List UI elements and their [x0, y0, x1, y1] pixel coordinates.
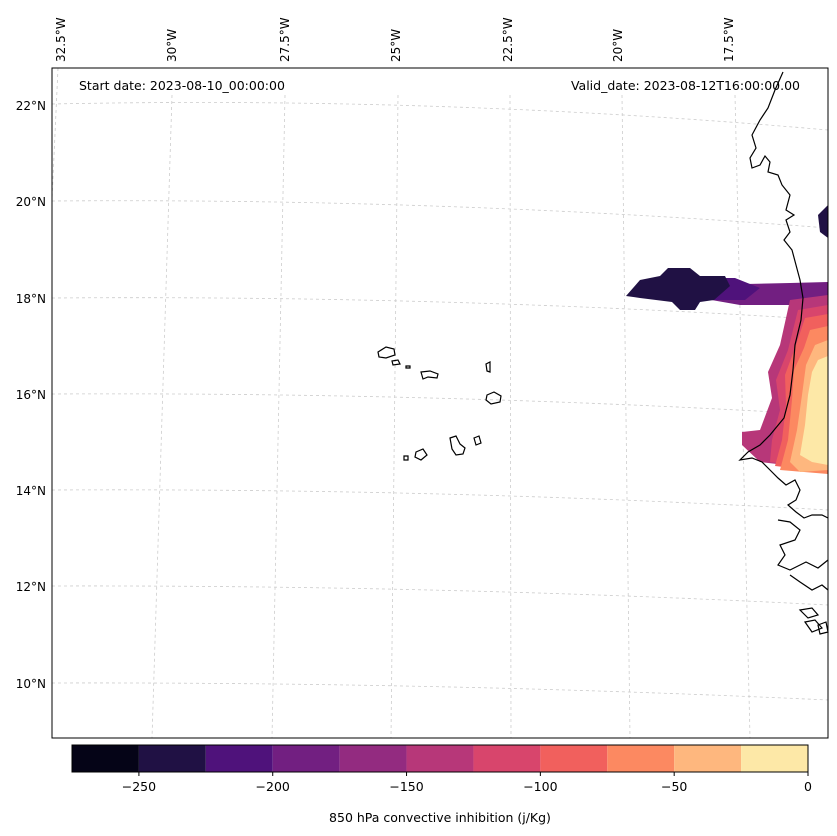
cin-filled-contours [626, 205, 828, 474]
longitude-labels: 32.5°W 30°W 27.5°W 25°W 22.5°W 20°W 17.5… [54, 17, 736, 62]
colorbar-tick-label: −100 [523, 779, 557, 794]
lat-label: 10°N [16, 677, 46, 691]
colorbar-swatch [741, 745, 808, 772]
parallel-12n [51, 585, 829, 606]
meridian-17.5w [734, 94, 751, 739]
island-santiago [449, 435, 466, 456]
contour-band-minus-250-north [818, 205, 828, 238]
lon-label: 30°W [165, 29, 179, 62]
start-date-label: Start date: 2023-08-10_00:00:00 [79, 78, 285, 93]
island-sal [485, 361, 491, 373]
graticule [51, 67, 829, 739]
meridian-25w [390, 94, 399, 739]
lat-label: 18°N [16, 292, 46, 306]
lon-label: 22.5°W [501, 17, 515, 62]
valid-date-label: Valid_date: 2023-08-12T16:00:00.00 [571, 78, 800, 93]
colorbar-tick-label: −50 [661, 779, 687, 794]
colorbar-swatch [205, 745, 273, 772]
colorbar-swatch [272, 745, 340, 772]
parallel-14n [51, 489, 829, 511]
coastlines [377, 71, 829, 635]
meridian-27.5w [271, 94, 286, 739]
colorbar-swatches [72, 745, 808, 772]
lon-label: 20°W [611, 29, 625, 62]
gambia-outline [777, 519, 829, 571]
lat-label: 16°N [16, 388, 46, 402]
parallel-10n [51, 682, 829, 701]
colorbar-label: 850 hPa convective inhibition (j/Kg) [329, 810, 551, 825]
map-area [52, 68, 828, 738]
colorbar-ticks: −250 −200 −150 −100 −50 0 [122, 772, 812, 794]
lon-label: 17.5°W [722, 17, 736, 62]
lon-label: 25°W [389, 29, 403, 62]
colorbar: −250 −200 −150 −100 −50 0 850 hPa convective … [71, 744, 812, 825]
meridian-30w [151, 94, 173, 739]
colorbar-swatch [540, 745, 608, 772]
colorbar-tick-label: −150 [389, 779, 423, 794]
colorbar-tick-label: −250 [122, 779, 156, 794]
island-sao-nicolau [420, 370, 439, 380]
island-maio [473, 435, 482, 446]
colorbar-swatch [607, 745, 675, 772]
colorbar-swatch [138, 745, 206, 772]
latitude-labels: 22°N 20°N 18°N 16°N 14°N 12°N 10°N [16, 99, 46, 691]
contour-band-minus-250 [626, 268, 730, 310]
lat-label: 22°N [16, 99, 46, 113]
parallel-20n [51, 200, 829, 229]
colorbar-tick-label: −200 [256, 779, 290, 794]
lat-label: 12°N [16, 580, 46, 594]
parallel-18n [51, 297, 829, 321]
colorbar-swatch [339, 745, 407, 772]
lon-label: 32.5°W [54, 17, 68, 62]
colorbar-swatch [674, 745, 742, 772]
island-brava [403, 455, 409, 461]
meridian-20w [621, 94, 631, 739]
meridian-32.5w [51, 67, 59, 201]
colorbar-swatch [473, 745, 541, 772]
contour-band-minus-25 [800, 356, 828, 465]
lat-label: 20°N [16, 195, 46, 209]
island-boa-vista [485, 391, 502, 405]
island-fogo [414, 448, 428, 461]
island-santo-antao [377, 346, 396, 359]
map-border [51, 67, 829, 739]
meridian-22.5w [509, 94, 512, 739]
island-sao-vicente [391, 359, 401, 366]
colorbar-tick-label: 0 [804, 779, 812, 794]
bijagos-outline [789, 574, 829, 635]
colorbar-swatch [406, 745, 474, 772]
island-santa-luzia [405, 365, 411, 369]
lat-label: 14°N [16, 484, 46, 498]
lon-label: 27.5°W [278, 17, 292, 62]
parallel-16n [51, 393, 829, 416]
africa-coastline [738, 71, 829, 519]
colorbar-swatch [72, 745, 139, 772]
parallel-22n [51, 102, 829, 131]
colorbar-frame [71, 744, 809, 773]
